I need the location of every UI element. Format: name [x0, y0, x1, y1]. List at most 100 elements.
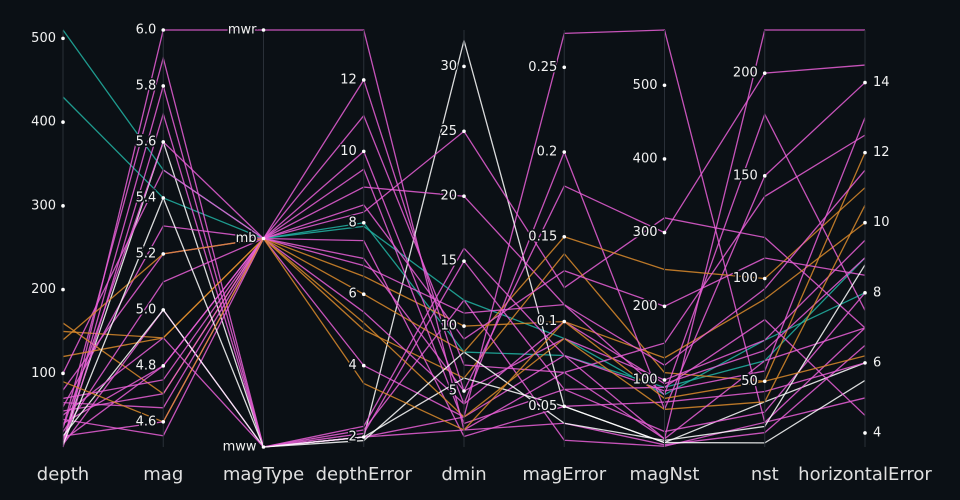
tick-mark — [361, 292, 366, 296]
tick-mark — [662, 83, 667, 88]
tick-mark — [61, 287, 65, 292]
tick-label: 400 — [31, 115, 56, 130]
tick-label: 14 — [873, 75, 890, 90]
tick-mark — [662, 304, 667, 309]
tick-label: 100 — [733, 271, 758, 286]
tick-label: 8 — [348, 215, 356, 230]
tick-mark — [261, 445, 266, 449]
tick-mark — [61, 36, 65, 41]
tick-mark — [662, 378, 667, 382]
tick-label: 5.0 — [136, 302, 157, 317]
axis-title: nst — [751, 464, 779, 485]
tick-mark — [161, 28, 166, 32]
tick-mark — [863, 361, 867, 365]
tick-label: 6 — [348, 287, 356, 302]
tick-label: 4 — [873, 425, 881, 440]
tick-mark — [161, 364, 166, 368]
tick-mark — [161, 140, 166, 144]
tick-label: 6 — [873, 355, 881, 370]
tick-label: 5.6 — [136, 134, 157, 149]
tick-mark — [261, 236, 266, 241]
tick-mark — [261, 28, 266, 32]
axes: depth 100 200 300 400 500 mag 4.6 4.8 5.0 5.2 5.4 5.… — [30, 21, 933, 485]
tick-label: 200 — [31, 282, 56, 297]
tick-mark — [863, 431, 867, 435]
tick-label: 400 — [633, 151, 658, 166]
tick-mark — [762, 276, 767, 281]
axis-title: depth — [37, 464, 89, 485]
tick-label: 15 — [440, 254, 457, 269]
tick-mark — [462, 259, 466, 263]
tick-label: mb — [236, 231, 257, 246]
tick-mark — [462, 194, 466, 199]
tick-mark — [562, 319, 567, 324]
tick-label: mwr — [228, 23, 257, 38]
tick-mark — [662, 157, 667, 161]
tick-label: 300 — [31, 198, 56, 213]
tick-label: 10 — [440, 319, 457, 334]
tick-mark — [562, 65, 567, 70]
tick-label: 0.25 — [528, 60, 557, 75]
tick-label: 25 — [440, 124, 457, 139]
tick-mark — [762, 71, 767, 75]
tick-label: 10 — [340, 144, 357, 159]
tick-label: 5.8 — [136, 78, 157, 93]
tick-label: 5.2 — [136, 246, 157, 261]
tick-label: 12 — [340, 72, 357, 87]
tick-mark — [863, 291, 867, 295]
axis-title: magType — [223, 464, 304, 485]
tick-mark — [161, 308, 166, 312]
tick-mark — [361, 78, 366, 82]
tick-mark — [863, 80, 867, 85]
tick-mark — [161, 252, 166, 256]
tick-mark — [361, 435, 366, 439]
tick-mark — [662, 230, 667, 235]
tick-label: 5 — [449, 384, 457, 399]
tick-label: 10 — [873, 215, 890, 230]
axis-title: dmin — [441, 464, 486, 485]
tick-label: 4 — [348, 358, 356, 373]
tick-mark — [61, 120, 65, 124]
axis-title: horizontalError — [798, 464, 932, 485]
tick-label: 0.1 — [537, 314, 558, 329]
axis-title: mag — [143, 464, 183, 485]
tick-mark — [361, 363, 366, 368]
tick-label: 50 — [741, 374, 758, 389]
tick-label: 20 — [440, 189, 457, 204]
tick-mark — [161, 84, 166, 88]
tick-label: 8 — [873, 285, 881, 300]
tick-label: 0.15 — [528, 229, 557, 244]
tick-mark — [863, 150, 867, 155]
tick-label: 500 — [31, 31, 56, 46]
tick-label: 30 — [440, 59, 457, 74]
tick-label: 100 — [633, 372, 658, 387]
tick-mark — [863, 220, 867, 225]
tick-mark — [161, 196, 166, 200]
tick-mark — [762, 379, 767, 384]
tick-mark — [462, 324, 466, 328]
tick-label: 500 — [633, 78, 658, 93]
tick-mark — [61, 371, 65, 376]
tick-label: 2 — [348, 430, 356, 445]
tick-label: 5.4 — [136, 190, 157, 205]
tick-mark — [61, 204, 65, 208]
axis-title: depthError — [316, 464, 413, 485]
tick-mark — [462, 64, 466, 69]
tick-mark — [462, 129, 466, 134]
tick-label: mww — [223, 440, 257, 455]
tick-label: 150 — [733, 168, 758, 183]
tick-mark — [562, 235, 567, 239]
tick-mark — [562, 404, 567, 409]
tick-mark — [361, 149, 366, 154]
tick-label: 300 — [633, 225, 658, 240]
tick-label: 100 — [31, 366, 56, 381]
axis-title: magError — [522, 464, 606, 485]
tick-label: 0.05 — [528, 399, 557, 414]
tick-mark — [361, 220, 366, 225]
tick-mark — [462, 389, 466, 393]
tick-mark — [562, 150, 567, 154]
tick-mark — [161, 420, 166, 424]
